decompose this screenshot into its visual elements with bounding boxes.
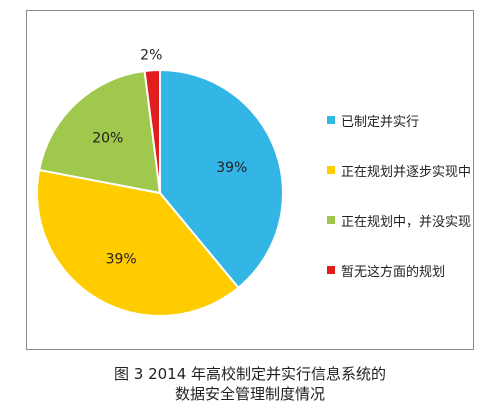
legend: 已制定并实行 正在规划并逐步实现中 正在规划中，并没实现 暂无这方面的规划: [327, 111, 497, 311]
pie-slice-2: [38, 69, 162, 195]
legend-label-0: 已制定并实行: [341, 114, 420, 130]
caption-line-2: 数据安全管理制度情况: [174, 385, 325, 403]
pie-slice-3: [143, 68, 161, 194]
legend-item-1: 正在规划并逐步实现中: [327, 161, 497, 180]
legend-label-2: 正在规划中，并没实现: [341, 214, 472, 230]
chart-frame: 39% 39% 20% 2% 已制定并实行 正在规划并逐步实现中 正在规划中，并没实现…: [26, 10, 474, 350]
pie-chart: 39% 39% 20% 2%: [36, 47, 284, 317]
slice-label-1: 39%: [106, 252, 137, 268]
slice-label-2: 20%: [92, 130, 123, 146]
slice-label-3: 2%: [140, 47, 162, 63]
figure-caption: 图 3 2014 年高校制定并实行信息系统的 数据安全管理制度情况: [0, 364, 500, 404]
legend-swatch-1: [327, 166, 335, 174]
legend-label-3: 暂无这方面的规划: [341, 264, 446, 280]
pie-slice-1: [36, 168, 240, 317]
legend-swatch-0: [327, 116, 335, 124]
legend-item-2: 正在规划中，并没实现: [327, 211, 497, 230]
pie-slice-0: [159, 68, 284, 290]
legend-swatch-2: [327, 216, 335, 224]
pie-slice-labels: 39% 39% 20% 2%: [92, 47, 247, 267]
legend-swatch-3: [327, 266, 335, 274]
pie-slices: [36, 68, 284, 317]
slice-label-0: 39%: [216, 160, 247, 176]
legend-item-3: 暂无这方面的规划: [327, 261, 497, 280]
caption-line-1: 图 3 2014 年高校制定并实行信息系统的: [113, 365, 387, 383]
legend-label-1: 正在规划并逐步实现中: [341, 164, 472, 180]
legend-item-0: 已制定并实行: [327, 111, 497, 130]
